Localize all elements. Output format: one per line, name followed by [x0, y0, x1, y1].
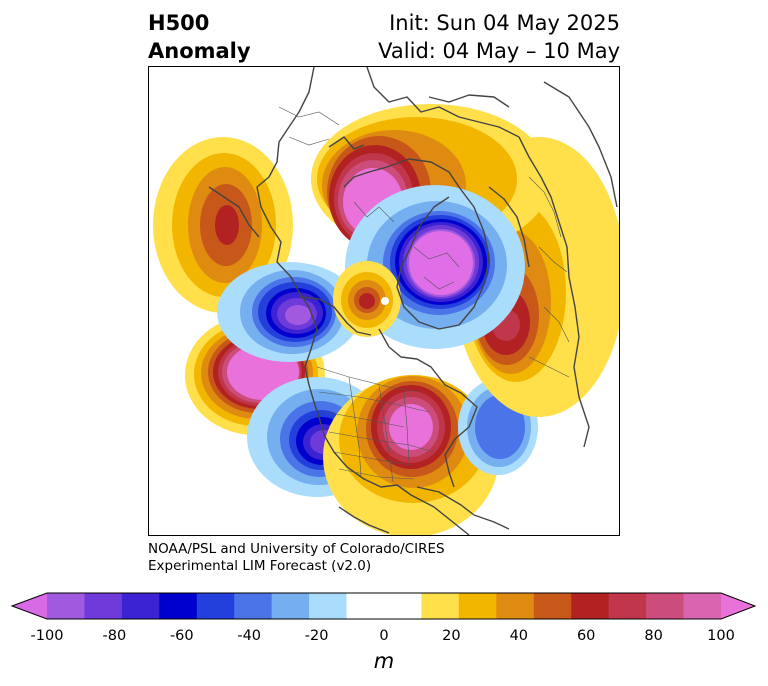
anomaly-map	[148, 66, 620, 536]
political-borders	[278, 106, 570, 483]
colorbar-segment	[121, 593, 160, 619]
credit-line-2: Experimental LIM Forecast (v2.0)	[148, 558, 372, 574]
coastlines	[208, 67, 618, 535]
colorbar-tick-label: -40	[237, 628, 262, 644]
colorbar-segment	[458, 593, 497, 619]
anomaly-great-lakes-high	[323, 375, 499, 535]
colorbar-tick-label: 60	[576, 628, 596, 644]
colorbar-tick-label: -20	[304, 628, 329, 644]
colorbar-tick-label: -80	[102, 628, 127, 644]
north-pole-marker	[381, 297, 389, 305]
colorbar-tick-label: 0	[379, 628, 389, 644]
colorbar-segment	[47, 593, 85, 619]
credit-text: NOAA/PSL and University of Colorado/CIRE…	[148, 541, 445, 575]
colorbar-segment	[234, 593, 273, 619]
map-title: H500 Anomaly	[148, 9, 251, 65]
map-svg	[149, 67, 619, 535]
colorbar-tick-label: 40	[509, 628, 529, 644]
init-date: Init: Sun 04 May 2025	[389, 11, 620, 35]
forecast-info: Init: Sun 04 May 2025 Valid: 04 May – 10…	[378, 9, 620, 65]
colorbar-under-arrow	[12, 593, 47, 619]
colorbar-over-arrow	[721, 593, 755, 619]
colorbar-segment	[196, 593, 235, 619]
colorbar-unit-label: m	[373, 649, 395, 673]
credit-line-1: NOAA/PSL and University of Colorado/CIRE…	[148, 541, 445, 557]
colorbar-tick-label: 100	[707, 628, 735, 644]
colorbar-segment	[384, 593, 422, 619]
colorbar-segment	[159, 593, 198, 619]
colorbar-segment	[421, 593, 460, 619]
colorbar-segment	[571, 593, 610, 619]
colorbar-segment	[309, 593, 348, 619]
colorbar-segment	[84, 593, 123, 619]
colorbar-segment	[646, 593, 685, 619]
anomaly-arctic-low	[345, 185, 525, 349]
colorbar-segment	[683, 593, 722, 619]
colorbar-tick-label: 80	[644, 628, 663, 644]
anomaly-alaska-low	[217, 262, 361, 362]
valid-range: Valid: 04 May – 10 May	[378, 39, 620, 63]
colorbar-segment	[533, 593, 572, 619]
colorbar-outline	[10, 592, 757, 620]
title-line-2: Anomaly	[148, 39, 251, 63]
colorbar-tick-label: -60	[169, 628, 194, 644]
colorbar	[10, 592, 757, 620]
title-line-1: H500	[148, 11, 210, 35]
anomaly-chukchi-high	[333, 261, 401, 337]
colorbar-segments	[47, 593, 722, 619]
colorbar-segment	[496, 593, 535, 619]
colorbar-segment	[346, 593, 385, 619]
colorbar-segment	[608, 593, 647, 619]
colorbar-tick-label: -100	[30, 628, 64, 644]
colorbar-tick-label: 20	[442, 628, 461, 644]
colorbar-segment	[271, 593, 310, 619]
